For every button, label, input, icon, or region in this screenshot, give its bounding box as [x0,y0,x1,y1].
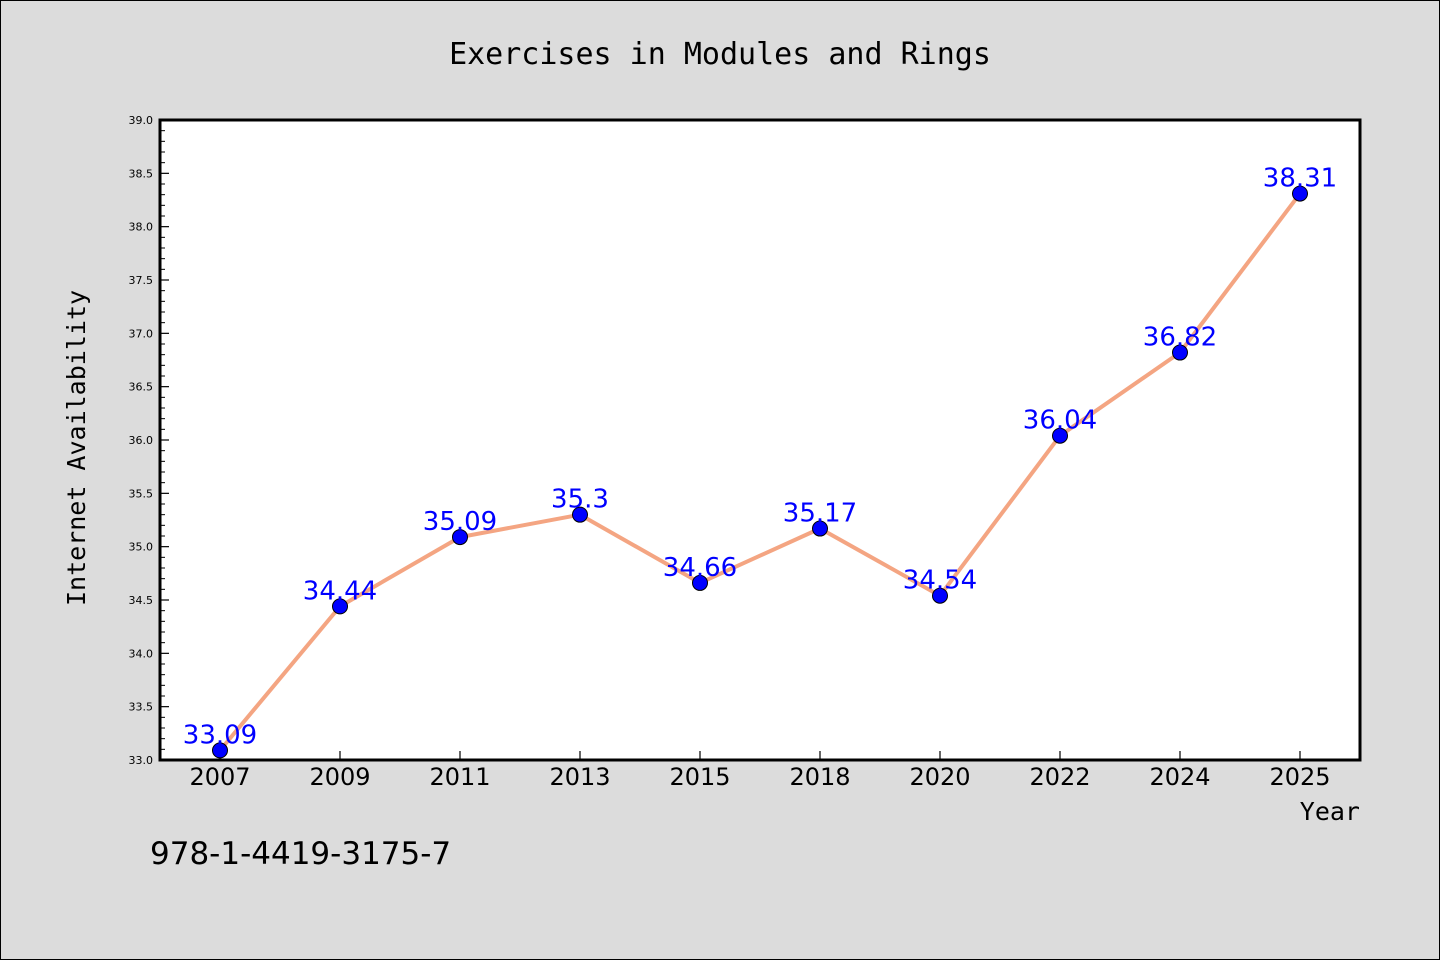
data-point [1292,185,1308,202]
y-tick-label: 33.0 [129,754,154,767]
y-tick-label: 38.5 [129,167,154,180]
data-point [452,529,468,546]
data-label: 36.04 [1023,406,1097,436]
x-tick-label: 2007 [189,763,250,791]
y-tick-label: 37.5 [129,274,154,287]
y-tick-label: 35.5 [129,487,154,500]
x-tick-label: 2011 [429,763,490,791]
y-tick-label: 36.5 [129,381,154,394]
y-tick-label: 39.0 [129,114,154,127]
data-label: 36.82 [1143,323,1217,353]
data-point [572,506,588,523]
data-label: 38.31 [1263,164,1337,194]
footer-isbn: 978-1-4419-3175-7 [150,836,451,872]
x-tick-label: 2025 [1269,763,1330,791]
data-label: 35.17 [783,499,857,529]
x-tick-label: 2020 [909,763,970,791]
y-tick-label: 33.5 [129,701,154,714]
x-tick-label: 2009 [309,763,370,791]
y-tick-label: 38.0 [129,221,154,234]
data-point [1172,344,1188,361]
series-line [218,192,1302,752]
x-tick-label: 2013 [549,763,610,791]
data-label: 33.09 [183,720,257,750]
data-point [332,598,348,615]
y-tick-label: 34.0 [129,647,154,660]
y-axis-label: Internet Availability [62,290,91,606]
x-tick-label: 2018 [789,763,850,791]
y-tick-label: 37.0 [129,327,154,340]
chart-title: Exercises in Modules and Rings [449,37,991,72]
x-tick-label: 2024 [1149,763,1210,791]
y-tick-label: 34.5 [129,594,154,607]
series-layer: 33.09 34.44 35.09 35.3 34.66 35.17 34.54 36.04 3… [183,164,1337,759]
plot-frame [158,118,1362,762]
data-label: 34.54 [903,566,977,596]
axis-ticks: 33.0 33.5 34.0 34.5 35.0 35.5 36.0 36.5 37.0 37.5… [129,114,1331,791]
data-point [812,520,828,537]
plot-area [160,120,1360,760]
x-tick-label: 2022 [1029,763,1090,791]
x-tick-label: 2015 [669,763,730,791]
data-label: 35.09 [423,507,497,537]
y-tick-label: 35.0 [129,541,154,554]
data-point [212,742,228,759]
x-axis-label: Year [1300,797,1360,826]
data-label: 35.3 [551,485,609,515]
data-point [1052,427,1068,444]
y-tick-label: 36.0 [129,434,154,447]
data-label: 34.66 [663,553,737,583]
data-label: 34.44 [303,576,377,606]
data-point [932,587,948,604]
data-point [692,574,708,591]
